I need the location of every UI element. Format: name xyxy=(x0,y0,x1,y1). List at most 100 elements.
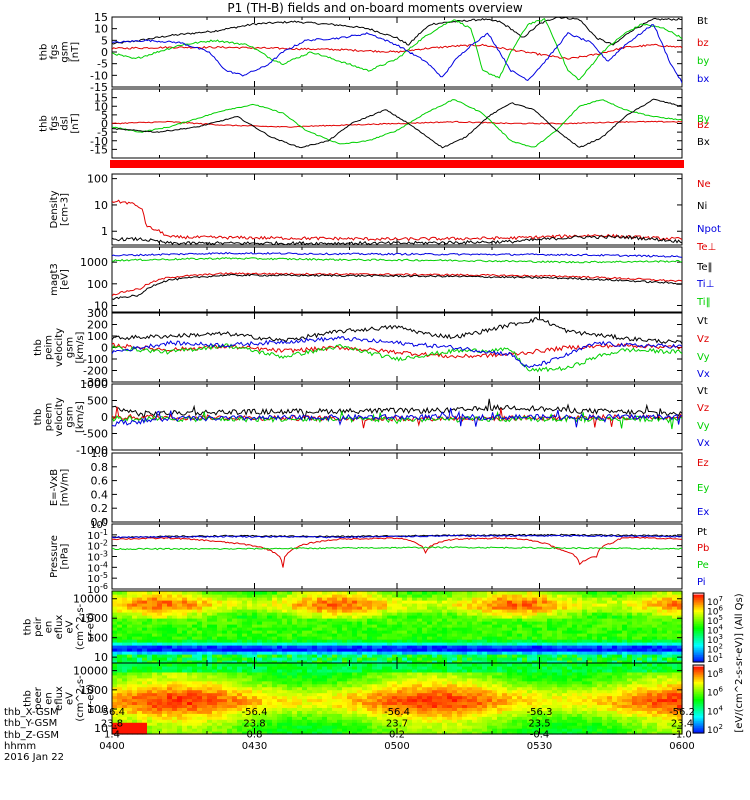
ytick-peer_spectrogram-0: 10000 xyxy=(73,665,108,678)
legend-peim_velocity-Vy: Vy xyxy=(697,352,710,363)
legend-pressure-Pi: Pi xyxy=(697,577,706,588)
ytick-pressure-2: 10-2 xyxy=(87,539,108,553)
ylabel-fgs_gsm-3: [nT] xyxy=(70,42,81,62)
colorbar-tick-upper-1: 106 xyxy=(707,605,723,618)
ytick-temperature-2: 10 xyxy=(94,299,108,312)
ytick-peir_spectrogram-1: 1000 xyxy=(80,612,108,625)
ephem-col1-row0: -56.4 xyxy=(242,707,268,718)
legend-peim_velocity-Vz: Vz xyxy=(697,334,709,345)
frame-fgs_gsm xyxy=(111,16,683,88)
legend-efield-Ex: Ex xyxy=(697,507,709,518)
legend-fgs_gsm-bx: bx xyxy=(697,74,709,85)
legend-pressure-Pt: Pt xyxy=(697,527,707,538)
ytick-peem_velocity-1: 500 xyxy=(87,395,108,408)
ephem-col4-row2: -1.0 xyxy=(672,730,692,741)
ylabel-fgs_dsl-0: thb xyxy=(38,115,49,132)
ytick-fgs_dsl-3: 0 xyxy=(101,118,108,131)
ytick-fgs_gsm-0: 15 xyxy=(94,11,108,24)
ytick-peim_velocity-4: -100 xyxy=(83,353,108,366)
ytick-temperature-0: 1000 xyxy=(80,256,108,269)
ytick-peem_velocity-4: -1000 xyxy=(76,444,108,457)
ephem-col3-row2: -0.4 xyxy=(530,730,550,741)
ylabel-fgs_gsm-1: fgs xyxy=(49,44,60,59)
ytick-peem_velocity-3: -500 xyxy=(83,428,108,441)
ephem-col2-row1: 23.7 xyxy=(386,718,408,729)
ytick-fgs_gsm-6: -15 xyxy=(90,81,108,94)
series-temperature-Ti⊥ xyxy=(112,251,682,258)
ylabel-fgs_gsm-0: thb xyxy=(38,44,49,61)
ytick-peem_velocity-2: 0 xyxy=(101,411,108,424)
series-fgs_gsm-bz xyxy=(112,43,682,60)
ephem-col0-row1: 23.8 xyxy=(101,718,123,729)
series-fgs_dsl-Bx xyxy=(112,98,682,149)
ylabel-efield-0: E=-VxB xyxy=(49,469,60,506)
panel-peir_spectrogram: thb peir en eflux eV (cm^2-s-sr-eV) 10000 1000 1… xyxy=(23,590,683,664)
ylabel-peer_spectrogram-1: peer xyxy=(33,686,44,710)
ephem-col3-row3: 0530 xyxy=(527,741,552,752)
ylabel-peim_velocity-4: [km/s] xyxy=(75,331,86,363)
ylabel-fgs_dsl-2: dsl xyxy=(59,116,70,130)
ytick-pressure-4: 10-4 xyxy=(87,560,108,574)
ephem-z-label: thb_Z-GSM xyxy=(4,729,59,741)
ytick-peir_spectrogram-2: 100 xyxy=(87,632,108,645)
ytick-pressure-3: 10-3 xyxy=(87,550,108,564)
ylabel-peer_spectrogram-3: eflux xyxy=(54,686,65,711)
figure-title: P1 (TH-B) fields and on-board moments ov… xyxy=(227,1,523,15)
series-temperature-Te‖ xyxy=(112,273,682,300)
ytick-peim_velocity-5: -200 xyxy=(83,365,108,378)
ylabel-peem_velocity-2: velocity xyxy=(54,397,65,436)
series-peim_velocity-Vx xyxy=(112,335,682,368)
ylabel-peir_spectrogram-3: eflux xyxy=(54,615,65,640)
ytick-peer_spectrogram-1: 1000 xyxy=(80,684,108,697)
ytick-fgs_gsm-1: 10 xyxy=(94,23,108,36)
legend-temperature-Te⊥: Te⊥ xyxy=(696,242,716,253)
ylabel-peer_spectrogram-5: (cm^2-s- xyxy=(75,675,86,722)
ylabel-peim_velocity-1: peim xyxy=(44,335,55,360)
ephem-col0-row0: -56.4 xyxy=(99,707,125,718)
series-density-Ne xyxy=(112,199,682,242)
ephem-col4-row1: 23.4 xyxy=(671,718,693,729)
ytick-pressure-6: 10-6 xyxy=(87,582,108,596)
ephem-y-label: thb_Y-GSM xyxy=(4,718,58,730)
ytick-peir_spectrogram-0: 10000 xyxy=(73,593,108,606)
legend-peem_velocity-Vt: Vt xyxy=(697,386,708,397)
ytick-efield-0: 1.0 xyxy=(91,447,109,460)
colorbar-tick-upper-4: 103 xyxy=(707,633,723,646)
legend-fgs_gsm-bz: bz xyxy=(697,38,709,49)
ytick-peer_spectrogram-3: 10 xyxy=(94,722,108,735)
series-peim_velocity-Vy xyxy=(112,343,682,373)
frame-density xyxy=(111,173,683,246)
legend-fgs_dsl-Bx: Bx xyxy=(697,137,710,148)
panel-temperature: magt3 [eV] 1000 100 10 Te⊥ Te‖ Ti⊥ Ti‖ xyxy=(49,242,716,313)
series-density-Ni xyxy=(112,235,682,245)
ytick-density-1: 10 xyxy=(94,199,108,212)
ephem-col2-row2: 0.2 xyxy=(389,730,405,741)
ylabel-peer_spectrogram-0: thb xyxy=(23,690,34,707)
panel-peer_spectrogram: thb peer en eflux eV (cm^2-s-sr-eV) 10000 1000 1… xyxy=(23,662,683,735)
series-temperature-Te⊥ xyxy=(112,272,682,297)
ylabel-peim_velocity-0: thb xyxy=(33,339,44,356)
ytick-fgs_gsm-5: -10 xyxy=(90,69,108,82)
ytick-peim_velocity-3: 0 xyxy=(101,342,108,355)
ylabel-density-0: Density xyxy=(49,190,60,228)
ytick-pressure-1: 10-1 xyxy=(87,528,108,542)
ytick-fgs_dsl-5: -10 xyxy=(90,135,108,148)
ylabel-fgs_dsl-3: [nT] xyxy=(70,113,81,133)
ephem-col1-row1: 23.8 xyxy=(243,718,265,729)
ylabel-peer_spectrogram-4: eV xyxy=(65,692,76,705)
ylabel-peir_spectrogram-6: sr-eV) xyxy=(86,612,97,641)
legend-density-Ne: Ne xyxy=(697,179,711,190)
series-temperature-Ti‖ xyxy=(112,257,682,264)
ytick-peim_velocity-0: 300 xyxy=(87,307,108,320)
colorbar-tick-upper-0: 107 xyxy=(707,595,723,608)
panel-pressure: Pressure [nPa] 10010-110-210-310-410-510-6… xyxy=(49,517,710,596)
panel-efield: E=-VxB [mV/m] 1.00.80.60.40.20.0 Ez Ey Ex xyxy=(49,447,710,529)
legend-pressure-Pb: Pb xyxy=(697,543,709,554)
ytick-fgs_dsl-1: 10 xyxy=(94,100,108,113)
series-fgs_dsl-By xyxy=(112,99,682,148)
ephem-col2-row0: -56.4 xyxy=(384,707,410,718)
ylabel-peem_velocity-4: [km/s] xyxy=(75,401,86,433)
series-peem_velocity-Vx xyxy=(112,407,682,428)
